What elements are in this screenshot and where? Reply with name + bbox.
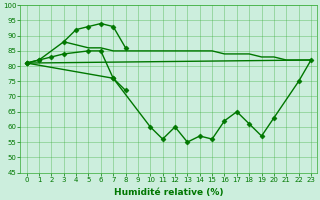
- X-axis label: Humidité relative (%): Humidité relative (%): [114, 188, 224, 197]
